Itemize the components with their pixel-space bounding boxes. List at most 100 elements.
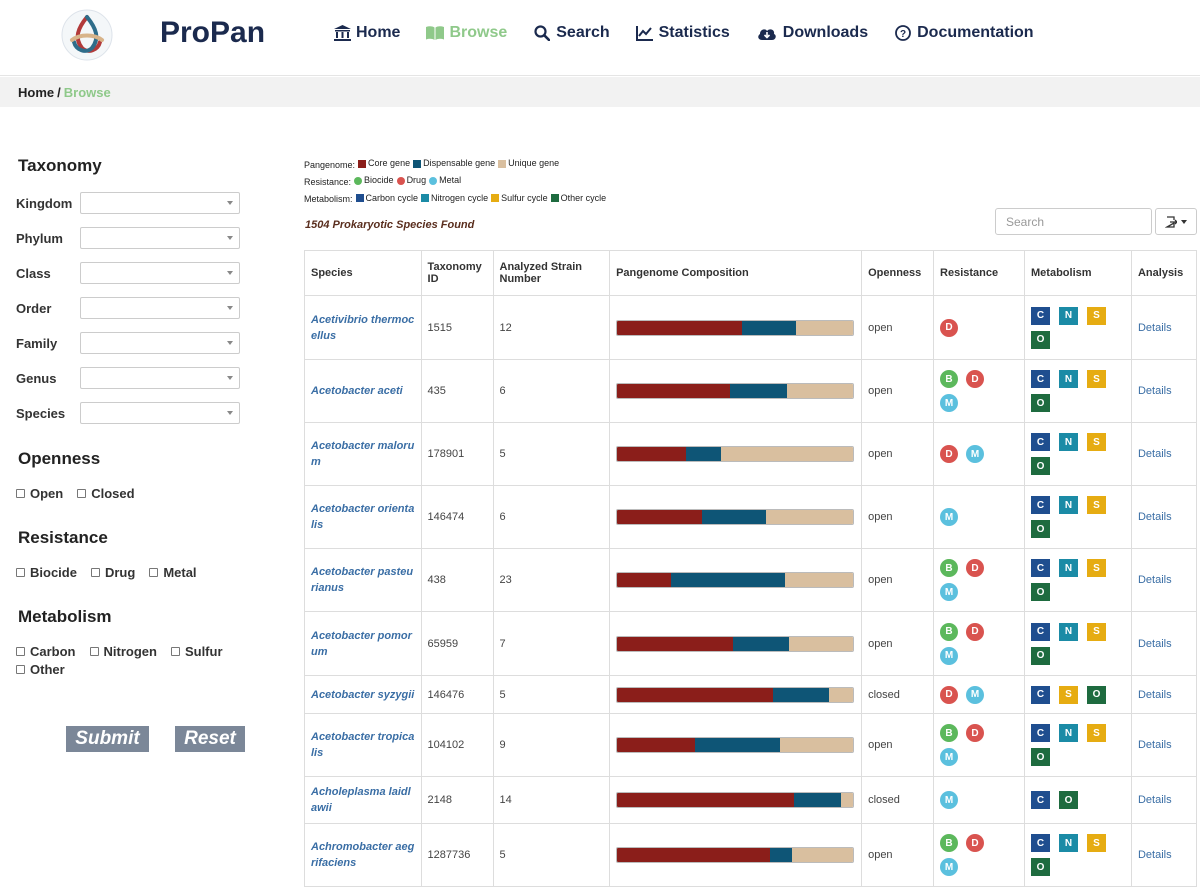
- species-link[interactable]: Acetobacter tropicalis: [311, 731, 415, 759]
- pangenome-bar: [616, 635, 855, 652]
- taxonomy-select-family[interactable]: [80, 332, 240, 354]
- species-link[interactable]: Acetobacter orientalis: [311, 503, 415, 531]
- metabolism-badge-o: O: [1031, 394, 1051, 412]
- metabolism-carbon-checkbox[interactable]: Carbon: [16, 644, 76, 659]
- metabolism-nitrogen-checkbox[interactable]: Nitrogen: [89, 644, 157, 659]
- top-header: ProPan Home Browse Search Statistics: [0, 0, 1200, 76]
- details-link[interactable]: Details: [1137, 849, 1172, 861]
- taxonomy-select-order[interactable]: [80, 297, 240, 319]
- checkbox-box[interactable]: [89, 647, 99, 656]
- col-resistance[interactable]: Resistance: [933, 250, 1026, 296]
- search-input[interactable]: Search: [995, 208, 1152, 235]
- core-gene-segment: [617, 447, 686, 461]
- col-taxonomy-id[interactable]: Taxonomy ID: [420, 250, 494, 296]
- dispensable-gene-segment: [772, 687, 830, 702]
- table-body: Acetivibrio thermocellus 1515 12 open D C N S O D…: [304, 295, 1198, 887]
- legend-item: Unique gene: [498, 156, 559, 172]
- resistance-metal-checkbox[interactable]: Metal: [149, 565, 197, 580]
- checkbox-label: Carbon: [30, 644, 76, 659]
- checkbox-box[interactable]: [16, 568, 25, 577]
- cell-pangenome: [609, 422, 863, 486]
- details-link[interactable]: Details: [1137, 688, 1172, 701]
- species-link[interactable]: Acetobacter pasteurianus: [311, 566, 414, 594]
- checkbox-box[interactable]: [90, 568, 100, 577]
- col-metabolism[interactable]: Metabolism: [1024, 250, 1132, 296]
- details-link[interactable]: Details: [1137, 385, 1172, 397]
- col-analysis[interactable]: Analysis: [1130, 250, 1198, 296]
- details-link[interactable]: Details: [1137, 511, 1172, 523]
- details-link[interactable]: Details: [1137, 321, 1172, 334]
- details-link[interactable]: Details: [1137, 739, 1172, 751]
- taxonomy-select-class[interactable]: [80, 262, 240, 284]
- unique-gene-segment: [784, 573, 854, 587]
- species-link[interactable]: Acholeplasma laidlawii: [311, 786, 411, 814]
- species-link[interactable]: Acetobacter aceti: [311, 385, 403, 397]
- metabolism-badge-c: C: [1031, 370, 1051, 388]
- legend-item-label: Other cycle: [560, 192, 607, 203]
- nav-search-label: Search: [556, 24, 610, 41]
- legend-item: Carbon cycle: [355, 191, 418, 207]
- taxonomy-select-kingdom[interactable]: [80, 192, 240, 214]
- species-link[interactable]: Acetobacter malorum: [311, 440, 415, 468]
- question-circle-icon: ?: [894, 24, 912, 42]
- metabolism-badge-o: O: [1031, 330, 1051, 349]
- cell-analysis: Details: [1130, 548, 1198, 612]
- reset-button[interactable]: Reset: [175, 726, 245, 752]
- nav-home[interactable]: Home: [333, 24, 400, 42]
- col-strain-number[interactable]: Analyzed Strain Number: [492, 250, 611, 296]
- resistance-badge-m: M: [940, 858, 959, 876]
- breadcrumb-home[interactable]: Home: [18, 85, 55, 100]
- table-row: Acetobacter malorum 178901 5 open D M C N S O Deta…: [304, 422, 1198, 486]
- checkbox-box[interactable]: [149, 568, 159, 577]
- metabolism-other-checkbox[interactable]: Other: [16, 662, 65, 677]
- cell-openness: closed: [861, 675, 935, 714]
- nav-statistics[interactable]: Statistics: [636, 24, 730, 42]
- taxonomy-select-species[interactable]: [80, 402, 240, 424]
- legend: Pangenome: Core gene Dispensable gene Uniqu…: [304, 156, 609, 208]
- nav-downloads-label: Downloads: [782, 24, 869, 41]
- taxonomy-select-genus[interactable]: [80, 367, 240, 389]
- table-row: Acetivibrio thermocellus 1515 12 open D C N S O D…: [304, 295, 1198, 360]
- legend-item: Nitrogen cycle: [421, 191, 488, 207]
- checkbox-box[interactable]: [16, 647, 25, 656]
- metabolism-badge-n: N: [1059, 834, 1079, 852]
- col-pangenome[interactable]: Pangenome Composition: [609, 250, 863, 296]
- openness-open-checkbox[interactable]: Open: [16, 486, 63, 501]
- col-species[interactable]: Species: [304, 250, 422, 296]
- metabolism-sulfur-checkbox[interactable]: Sulfur: [170, 644, 223, 659]
- checkbox-box[interactable]: [170, 647, 180, 656]
- brand-title[interactable]: ProPan: [160, 16, 266, 49]
- propan-logo[interactable]: [60, 8, 114, 62]
- cell-strains: 6: [492, 359, 611, 423]
- cell-pangenome: [609, 713, 863, 777]
- col-openness[interactable]: Openness: [861, 250, 935, 296]
- metabolism-badge-o: O: [1031, 748, 1051, 766]
- species-link[interactable]: Acetivibrio thermocellus: [311, 313, 415, 342]
- cell-resistance: M: [933, 776, 1026, 824]
- details-link[interactable]: Details: [1137, 574, 1172, 586]
- details-link[interactable]: Details: [1137, 794, 1172, 806]
- nav-browse[interactable]: Browse: [426, 24, 507, 42]
- details-link[interactable]: Details: [1137, 637, 1172, 650]
- checkbox-box[interactable]: [16, 489, 25, 498]
- species-link[interactable]: Acetobacter syzygii: [311, 688, 415, 701]
- resistance-drug-checkbox[interactable]: Drug: [90, 565, 135, 580]
- taxonomy-select-phylum[interactable]: [80, 227, 240, 249]
- table-row: Acetobacter syzygii 146476 5 closed D M C S O Det…: [304, 675, 1198, 714]
- nav-downloads[interactable]: Downloads: [756, 24, 868, 42]
- checkbox-box[interactable]: [77, 489, 87, 498]
- cell-strains: 5: [492, 422, 611, 486]
- nav-documentation[interactable]: ? Documentation: [894, 24, 1034, 42]
- species-link[interactable]: Achromobacter aegrifaciens: [311, 841, 415, 869]
- species-link[interactable]: Acetobacter pomorum: [311, 629, 412, 658]
- legend-swatch: [498, 159, 507, 168]
- openness-closed-checkbox[interactable]: Closed: [77, 486, 135, 501]
- export-button[interactable]: [1155, 208, 1197, 235]
- submit-button[interactable]: Submit: [66, 726, 149, 752]
- metabolism-badge-o: O: [1031, 583, 1051, 601]
- details-link[interactable]: Details: [1137, 448, 1172, 460]
- nav-search[interactable]: Search: [533, 24, 610, 42]
- resistance-biocide-checkbox[interactable]: Biocide: [16, 565, 77, 580]
- checkbox-box[interactable]: [16, 665, 25, 674]
